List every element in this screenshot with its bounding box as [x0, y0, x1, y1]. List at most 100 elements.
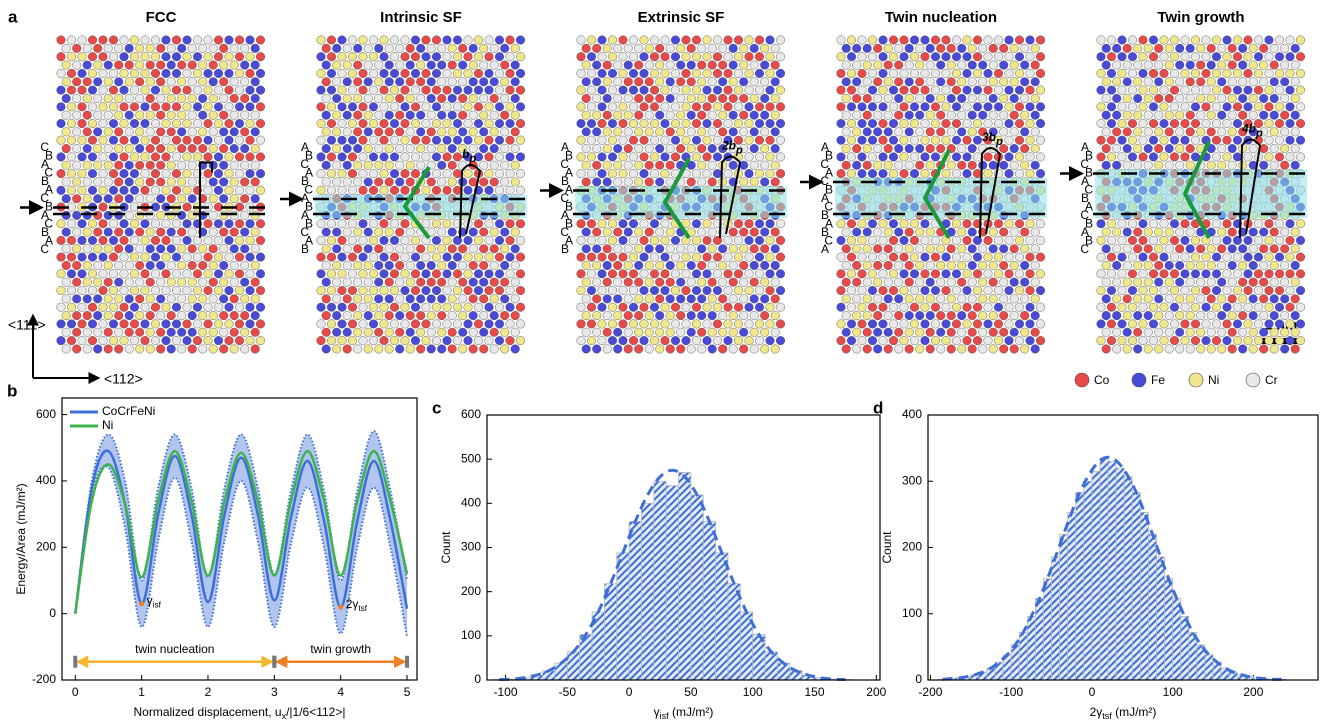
atom	[416, 261, 425, 270]
atom	[650, 286, 659, 295]
atom	[1165, 278, 1174, 287]
atom	[915, 111, 924, 120]
atom	[973, 136, 982, 145]
atom	[57, 86, 66, 95]
y-tick-label: 400	[902, 407, 922, 421]
atom	[219, 161, 228, 170]
atom	[369, 186, 378, 195]
atom	[485, 270, 494, 279]
atom	[1031, 94, 1040, 103]
atom	[894, 328, 903, 337]
atom	[135, 261, 144, 270]
atom	[697, 61, 706, 70]
atom	[177, 194, 186, 203]
atom	[130, 286, 139, 295]
atom	[317, 36, 326, 45]
atom	[364, 261, 373, 270]
atom	[500, 311, 509, 320]
atom	[188, 111, 197, 120]
atom	[364, 94, 373, 103]
atom	[587, 169, 596, 178]
atom	[130, 219, 139, 228]
atom	[952, 219, 961, 228]
atom	[359, 336, 368, 345]
atom	[1280, 311, 1289, 320]
atom	[93, 194, 102, 203]
atom	[1181, 236, 1190, 245]
atom	[67, 52, 76, 61]
atom	[682, 270, 691, 279]
atom	[322, 328, 331, 337]
atom	[1175, 61, 1184, 70]
atom	[1223, 86, 1232, 95]
atom	[125, 328, 134, 337]
panel-label: d	[873, 398, 883, 417]
atom	[889, 136, 898, 145]
atom	[1154, 161, 1163, 170]
atom	[251, 278, 260, 287]
atom	[474, 36, 483, 45]
atom	[1202, 303, 1211, 312]
atom	[177, 144, 186, 153]
atom	[1112, 244, 1121, 253]
atom	[1280, 261, 1289, 270]
atom	[1015, 36, 1024, 45]
atom	[88, 270, 97, 279]
atom	[479, 311, 488, 320]
atom	[151, 186, 160, 195]
atom	[750, 94, 759, 103]
atom	[1165, 228, 1174, 237]
atom	[322, 295, 331, 304]
atom	[760, 77, 769, 86]
atom	[511, 77, 520, 86]
atom	[858, 36, 867, 45]
atom	[1031, 128, 1040, 137]
atom	[458, 261, 467, 270]
atom	[88, 86, 97, 95]
atom	[511, 128, 520, 137]
atom	[225, 136, 234, 145]
atom	[204, 303, 213, 312]
atom	[240, 345, 249, 354]
atom	[697, 144, 706, 153]
atom	[390, 336, 399, 345]
atom	[1128, 69, 1137, 78]
atom	[72, 161, 81, 170]
atom	[167, 94, 176, 103]
atom	[338, 86, 347, 95]
atom	[989, 61, 998, 70]
atom	[942, 103, 951, 112]
atom	[327, 219, 336, 228]
y-tick-label: 300	[461, 540, 481, 554]
atom	[708, 228, 717, 237]
atom	[1026, 103, 1035, 112]
atom	[671, 286, 680, 295]
atom	[1228, 144, 1237, 153]
atom	[511, 278, 520, 287]
atom	[251, 311, 260, 320]
atom	[395, 44, 404, 53]
atom	[650, 69, 659, 78]
atom	[692, 336, 701, 345]
atom	[613, 228, 622, 237]
atom	[645, 61, 654, 70]
atom	[650, 52, 659, 61]
atom	[1031, 44, 1040, 53]
atom	[458, 61, 467, 70]
atom	[479, 295, 488, 304]
atom	[1280, 61, 1289, 70]
atom	[135, 144, 144, 153]
atom	[745, 86, 754, 95]
x-axis-label: γisf (mJ/m²)	[654, 705, 714, 721]
atom	[1118, 270, 1127, 279]
atom	[697, 111, 706, 120]
atom	[104, 44, 113, 53]
atom	[692, 52, 701, 61]
atom	[93, 345, 102, 354]
atom	[873, 278, 882, 287]
atom	[1107, 69, 1116, 78]
atom	[411, 320, 420, 329]
atom	[837, 52, 846, 61]
atom	[900, 52, 909, 61]
atom	[645, 111, 654, 120]
